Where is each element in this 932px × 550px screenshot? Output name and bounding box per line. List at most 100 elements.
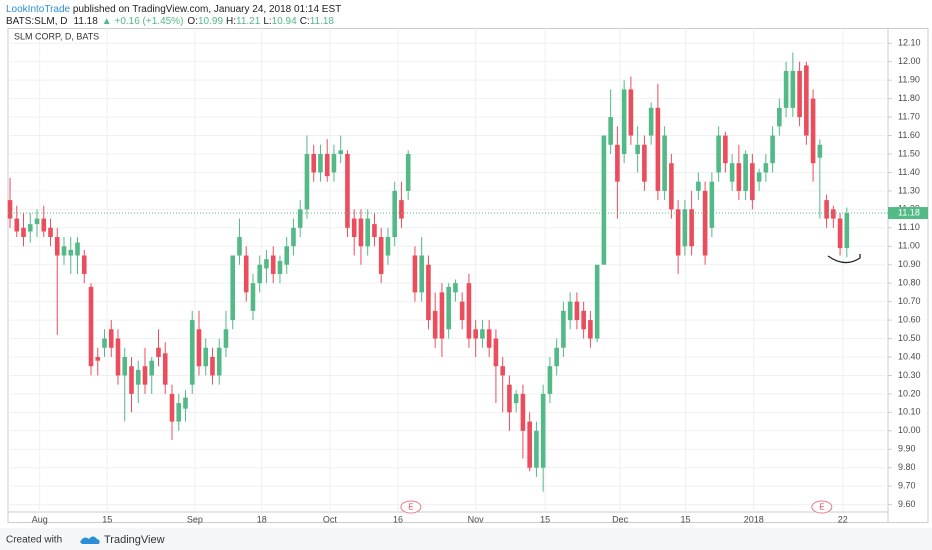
candle-body [837, 218, 843, 249]
candle-body [392, 190, 397, 238]
candle-body [844, 213, 850, 249]
candle-body [453, 283, 458, 293]
candle-body [189, 320, 195, 385]
candle-body [243, 255, 249, 293]
candle-body [223, 329, 229, 348]
candle-body [149, 360, 155, 376]
footer-brand[interactable]: TradingView [104, 534, 165, 546]
y-tick-label: 9.70 [898, 481, 916, 491]
earnings-label: E [819, 503, 824, 512]
c-value: 11.18 [310, 16, 335, 27]
x-tick-label: Sep [187, 514, 203, 524]
candle-body [696, 181, 701, 191]
x-tick-label: Nov [468, 514, 485, 524]
candle-body [21, 227, 26, 238]
candle-body [689, 209, 694, 247]
l-value: 10.94 [272, 16, 297, 27]
candle-body [507, 384, 512, 413]
h-label: H: [226, 16, 236, 27]
y-tick-label: 11.40 [898, 167, 920, 177]
o-value: 10.99 [198, 16, 223, 27]
candle-body [729, 163, 735, 182]
candle-body [810, 98, 816, 164]
y-tick-label: 11.30 [898, 185, 920, 195]
publish-line: LookIntoTrade published on TradingView.c… [6, 4, 341, 15]
candle-body [102, 338, 107, 348]
o-label: O: [187, 16, 198, 27]
candle-body [675, 209, 681, 256]
x-tick-label: 22 [838, 514, 848, 524]
y-tick-label: 10.20 [898, 388, 921, 398]
candle-body [419, 255, 424, 293]
y-tick-label: 10.80 [898, 278, 921, 288]
h-value: 11.21 [236, 16, 261, 27]
candle-body [743, 153, 748, 191]
candle-body [81, 255, 87, 274]
y-tick-label: 10.00 [898, 425, 921, 435]
candle-body [264, 259, 269, 269]
x-tick-label: 15 [681, 514, 691, 524]
candle-body [439, 292, 445, 339]
y-tick-label: 9.60 [898, 499, 916, 509]
x-tick-label: Dec [612, 514, 629, 524]
y-tick-label: 9.80 [898, 462, 916, 472]
published: published on TradingView.com, January 24… [70, 4, 341, 15]
candle-body [108, 329, 114, 348]
candle-body [426, 264, 431, 321]
candle-body [709, 181, 715, 228]
candle-body [156, 347, 161, 357]
y-tick-label: 10.40 [898, 351, 921, 361]
candle-body [736, 163, 742, 191]
candle-body [628, 89, 634, 136]
candle-body [331, 153, 337, 173]
chart-title: SLM CORP, D, BATS [14, 31, 99, 41]
candle-body [473, 329, 478, 339]
candle-body [345, 153, 350, 228]
candle-body [763, 163, 769, 173]
candle-body [95, 356, 101, 361]
candle-body [68, 249, 74, 256]
earnings-marker [400, 500, 422, 514]
candle-body [203, 347, 209, 367]
brand-logo [80, 536, 100, 544]
candle-body [7, 200, 13, 219]
last: 11.18 [74, 16, 99, 27]
candle-body [405, 153, 411, 191]
candle-body [716, 135, 721, 173]
candle-body [365, 218, 370, 247]
candle-body [372, 224, 377, 238]
candle-body [14, 218, 20, 232]
candle-body [129, 366, 134, 394]
candle-body [135, 369, 141, 385]
candle-body [459, 301, 465, 321]
candle-body [520, 393, 526, 431]
y-tick-label: 11.00 [898, 241, 920, 251]
candle-body [75, 242, 80, 256]
x-tick-label: 15 [540, 514, 550, 524]
author[interactable]: LookIntoTrade [6, 4, 71, 15]
candle-body [88, 286, 94, 367]
candle-body [257, 264, 263, 284]
candle-body [756, 172, 762, 182]
candle-body [702, 190, 708, 256]
candle-body [621, 89, 627, 154]
candle-body [34, 218, 40, 225]
x-tick-label: Aug [32, 514, 48, 524]
candle-body [615, 144, 620, 182]
candle-body [324, 153, 330, 177]
x-tick-label: 2018 [744, 514, 764, 524]
candle-body [669, 163, 674, 210]
change: ▲ +0.16 (+1.45%) [102, 16, 184, 27]
candle-body [41, 218, 47, 232]
candle-body [311, 153, 317, 173]
candle-body [642, 144, 647, 182]
candle-body [534, 430, 539, 468]
candle-body [831, 209, 836, 219]
y-tick-label: 11.10 [898, 222, 920, 232]
candle-body [567, 301, 573, 321]
symbol: BATS:SLM, D [6, 16, 68, 27]
candle-body [432, 310, 438, 339]
candle-body [270, 255, 276, 274]
